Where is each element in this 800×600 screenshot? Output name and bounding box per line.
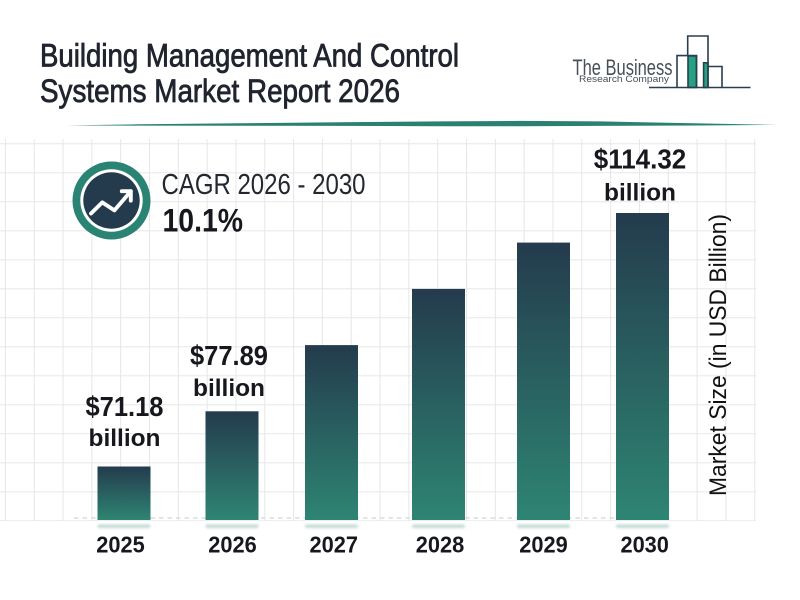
svg-text:2025: 2025 <box>96 531 145 557</box>
svg-text:2027: 2027 <box>310 531 359 557</box>
svg-text:2029: 2029 <box>519 531 568 557</box>
svg-text:billion: billion <box>604 180 676 207</box>
svg-text:Market Size (in USD Billion): Market Size (in USD Billion) <box>705 214 732 496</box>
svg-text:2030: 2030 <box>620 531 669 557</box>
svg-text:billion: billion <box>89 425 161 452</box>
svg-text:billion: billion <box>193 375 265 402</box>
svg-text:2026: 2026 <box>208 531 257 557</box>
svg-text:Systems Market Report 2026: Systems Market Report 2026 <box>40 73 400 109</box>
svg-text:Research Company: Research Company <box>579 74 669 84</box>
svg-text:CAGR 2026 - 2030: CAGR 2026 - 2030 <box>162 169 366 201</box>
svg-text:$77.89: $77.89 <box>190 340 268 371</box>
svg-text:$71.18: $71.18 <box>86 391 164 422</box>
svg-text:The Business: The Business <box>573 55 673 80</box>
svg-text:$114.32: $114.32 <box>594 144 687 175</box>
svg-text:2028: 2028 <box>416 531 465 557</box>
svg-text:10.1%: 10.1% <box>163 202 244 238</box>
svg-text:Building Management And Contro: Building Management And Control <box>40 38 459 74</box>
